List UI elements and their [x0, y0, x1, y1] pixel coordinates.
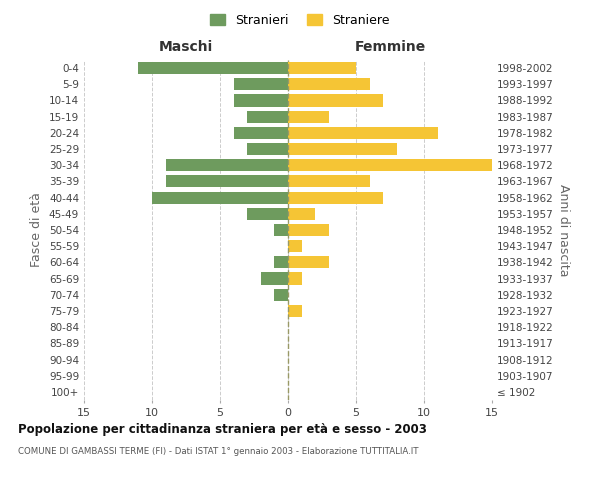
Bar — [233, 94, 288, 106]
Text: Popolazione per cittadinanza straniera per età e sesso - 2003: Popolazione per cittadinanza straniera p… — [18, 422, 427, 436]
Bar — [139, 62, 288, 74]
Bar — [288, 110, 329, 122]
Legend: Stranieri, Straniere: Stranieri, Straniere — [205, 8, 395, 32]
Text: Femmine: Femmine — [355, 40, 425, 54]
Bar — [274, 288, 288, 301]
Y-axis label: Anni di nascita: Anni di nascita — [557, 184, 570, 276]
Bar — [288, 272, 302, 284]
Bar — [274, 224, 288, 236]
Bar — [288, 159, 492, 172]
Bar — [247, 110, 288, 122]
Bar — [233, 78, 288, 90]
Bar — [288, 94, 383, 106]
Bar — [288, 78, 370, 90]
Bar — [288, 127, 437, 139]
Bar — [247, 143, 288, 155]
Bar — [288, 224, 329, 236]
Bar — [274, 256, 288, 268]
Text: COMUNE DI GAMBASSI TERME (FI) - Dati ISTAT 1° gennaio 2003 - Elaborazione TUTTIT: COMUNE DI GAMBASSI TERME (FI) - Dati IST… — [18, 448, 419, 456]
Bar — [288, 305, 302, 317]
Bar — [166, 176, 288, 188]
Text: Maschi: Maschi — [159, 40, 213, 54]
Bar — [166, 159, 288, 172]
Bar — [288, 192, 383, 203]
Bar — [152, 192, 288, 203]
Bar — [261, 272, 288, 284]
Bar — [288, 208, 315, 220]
Bar — [288, 143, 397, 155]
Bar — [288, 62, 356, 74]
Bar — [247, 208, 288, 220]
Bar — [288, 240, 302, 252]
Bar — [288, 176, 370, 188]
Bar — [288, 256, 329, 268]
Y-axis label: Fasce di età: Fasce di età — [31, 192, 43, 268]
Bar — [233, 127, 288, 139]
